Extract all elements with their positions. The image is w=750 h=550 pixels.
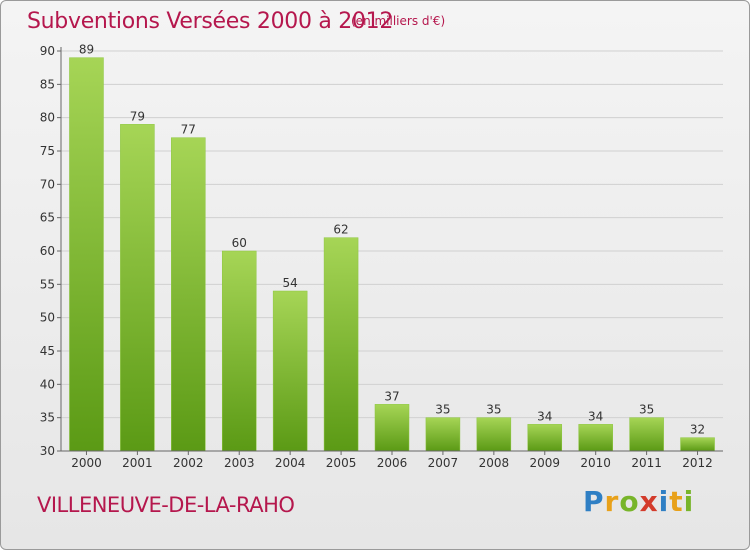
logo-letter: i — [658, 485, 670, 518]
y-tick-label: 55 — [40, 277, 55, 291]
y-tick-label: 30 — [40, 444, 55, 458]
bar — [425, 417, 461, 452]
data-label: 89 — [79, 43, 94, 57]
bar — [120, 124, 155, 452]
x-tick-label: 2001 — [122, 456, 153, 470]
y-tick-label: 60 — [40, 244, 55, 258]
bars — [69, 57, 715, 452]
data-label: 35 — [435, 403, 450, 417]
data-label: 79 — [130, 109, 145, 123]
y-tick-label: 70 — [40, 177, 55, 191]
bar — [69, 57, 104, 452]
y-tick-label: 65 — [40, 211, 55, 225]
x-tick-label: 2007 — [428, 456, 459, 470]
y-tick-label: 35 — [40, 411, 55, 425]
data-label: 34 — [588, 409, 603, 423]
bar — [476, 417, 512, 452]
x-tick-label: 2000 — [71, 456, 102, 470]
bar — [323, 237, 359, 452]
logo-letter: i — [683, 485, 695, 518]
x-tick-label: 2002 — [173, 456, 204, 470]
bar — [171, 137, 206, 452]
x-tick-label: 2004 — [275, 456, 306, 470]
x-tick-label: 2005 — [326, 456, 357, 470]
y-tick-label: 80 — [40, 111, 55, 125]
x-tick-label: 2011 — [631, 456, 662, 470]
bar — [680, 437, 715, 452]
x-tick-label: 2008 — [479, 456, 510, 470]
x-tick-label: 2009 — [529, 456, 560, 470]
x-tick-label: 2006 — [377, 456, 408, 470]
data-label: 35 — [486, 403, 501, 417]
x-tick-label: 2010 — [580, 456, 611, 470]
logo-letter: t — [669, 485, 684, 518]
x-tick-label: 2003 — [224, 456, 255, 470]
data-label: 32 — [690, 423, 705, 437]
logo-letter: P — [583, 485, 605, 518]
logo-letter: r — [604, 485, 620, 518]
y-tick-label: 90 — [40, 44, 55, 58]
data-label: 77 — [181, 123, 196, 137]
y-tick-label: 45 — [40, 344, 55, 358]
y-tick-label: 40 — [40, 377, 55, 391]
labels: 30 35 40 45 50 55 60 65 70 75 80 85 90 89 2000 79 2001 77… — [40, 43, 713, 470]
bar — [221, 250, 257, 452]
y-tick-label: 75 — [40, 144, 55, 158]
bar — [629, 417, 664, 452]
y-tick-label: 85 — [40, 77, 55, 91]
data-label: 37 — [384, 389, 399, 403]
bar — [527, 424, 563, 452]
data-label: 35 — [639, 403, 654, 417]
logo-letter: x — [639, 485, 659, 518]
x-tick-label: 2012 — [682, 456, 713, 470]
data-label: 62 — [333, 223, 348, 237]
grid-lines — [61, 50, 723, 419]
chart-title: Subventions Versées 2000 à 2012 — [27, 9, 394, 34]
y-tick-label: 50 — [40, 311, 55, 325]
town-name: VILLENEUVE-DE-LA-RAHO — [37, 493, 295, 517]
axes — [57, 47, 723, 455]
data-label: 60 — [232, 236, 247, 250]
proxiti-logo: Proxiti — [583, 485, 694, 518]
logo-letter: o — [619, 485, 640, 518]
bar — [272, 290, 308, 452]
unit-note: (en milliers d'€) — [351, 14, 446, 28]
bar — [578, 424, 613, 452]
bar — [374, 404, 410, 452]
data-label: 54 — [283, 276, 298, 290]
data-label: 34 — [537, 409, 552, 423]
